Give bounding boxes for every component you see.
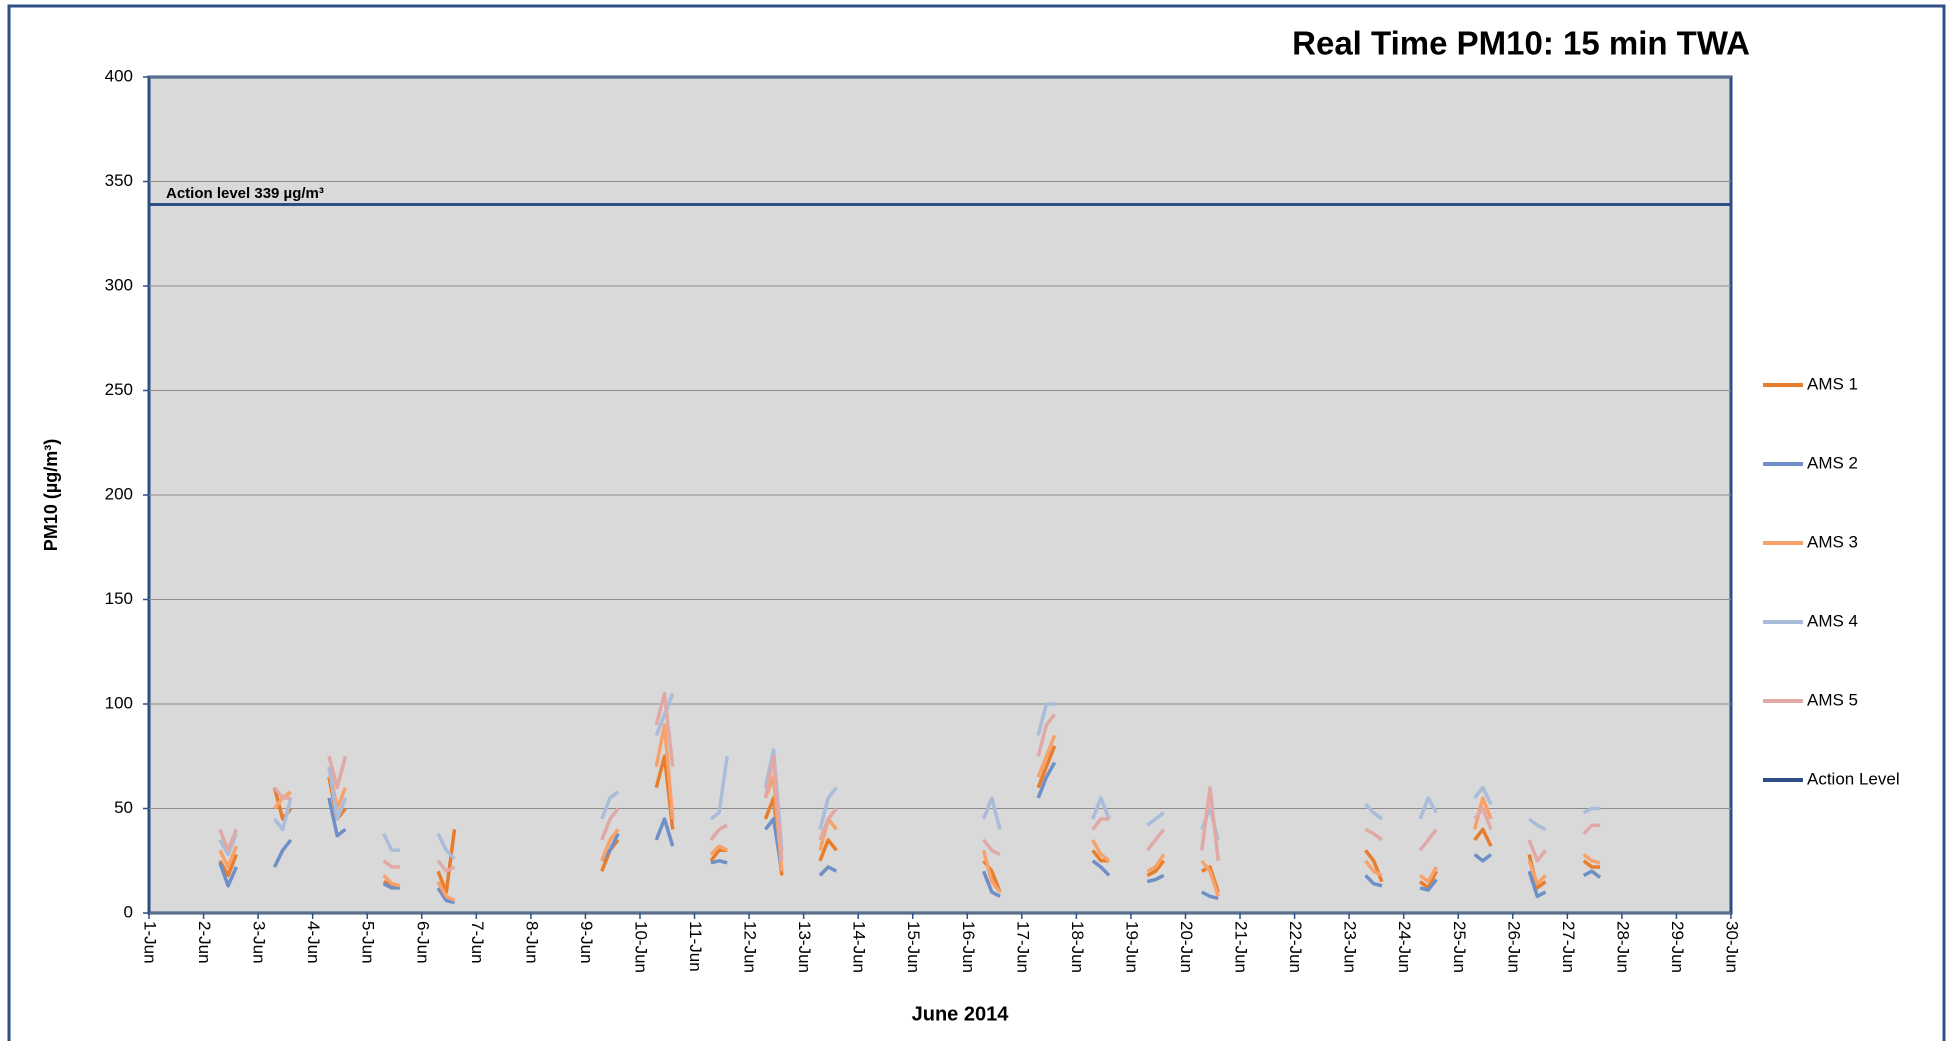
x-tick-label: 21-Jun [1232,921,1251,973]
series-line [218,761,1602,905]
x-tick-label: 17-Jun [1013,921,1032,973]
legend-label: AMS 4 [1807,611,1858,630]
x-tick-label: 4-Jun [304,921,323,964]
x-tick-label: 1-Jun [141,921,160,964]
x-tick-label: 8-Jun [522,921,541,964]
y-tick-label: 400 [105,66,133,85]
x-tick-label: 15-Jun [904,921,923,973]
y-tick-label: 200 [105,484,133,503]
x-tick-label: 23-Jun [1341,921,1360,973]
y-tick-label: 300 [105,275,133,294]
x-tick-label: 3-Jun [250,921,269,964]
legend-label: AMS 2 [1807,453,1858,472]
x-tick-label: 12-Jun [741,921,760,973]
series-line [218,692,1601,860]
y-tick-label: 150 [105,589,133,608]
x-tick-label: 25-Jun [1450,921,1469,973]
y-tick-label: 250 [105,380,133,399]
x-tick-label: 27-Jun [1559,921,1578,973]
chart-title: Real Time PM10: 15 min TWA [1292,25,1750,62]
legend-label: AMS 5 [1807,690,1858,709]
x-tick-label: 16-Jun [959,921,978,973]
y-axis-label: PM10 (µg/m³) [41,439,61,551]
x-tick-label: 30-Jun [1723,921,1742,973]
x-tick-label: 29-Jun [1668,921,1687,973]
x-tick-label: 19-Jun [1122,921,1141,973]
x-tick-label: 13-Jun [795,921,814,973]
legend-label: Action Level [1807,769,1900,788]
x-tick-label: 2-Jun [195,921,214,964]
y-tick-label: 50 [114,798,133,817]
x-tick-label: 11-Jun [686,921,705,972]
x-tick-label: 14-Jun [850,921,869,973]
x-tick-label: 18-Jun [1068,921,1087,973]
x-tick-label: 28-Jun [1613,921,1632,973]
x-tick-label: 5-Jun [359,921,378,964]
legend-label: AMS 1 [1807,374,1858,393]
annotation: Action level 339 µg/m³ [166,185,324,202]
frame [7,4,1946,1041]
y-tick-label: 0 [124,902,133,921]
x-tick-label: 22-Jun [1286,921,1305,973]
x-tick-label: 20-Jun [1177,921,1196,973]
x-tick-label: 24-Jun [1395,921,1414,973]
y-tick-label: 350 [105,171,133,190]
y-tick-label: 100 [105,693,133,712]
x-axis-label: June 2014 [912,1003,1010,1025]
x-tick-label: 26-Jun [1504,921,1523,973]
series-line [218,691,1601,873]
x-tick-label: 6-Jun [413,921,432,964]
x-tick-label: 9-Jun [577,921,596,964]
legend-label: AMS 3 [1807,532,1858,551]
x-tick-label: 7-Jun [468,921,487,964]
x-tick-label: 10-Jun [631,921,650,973]
